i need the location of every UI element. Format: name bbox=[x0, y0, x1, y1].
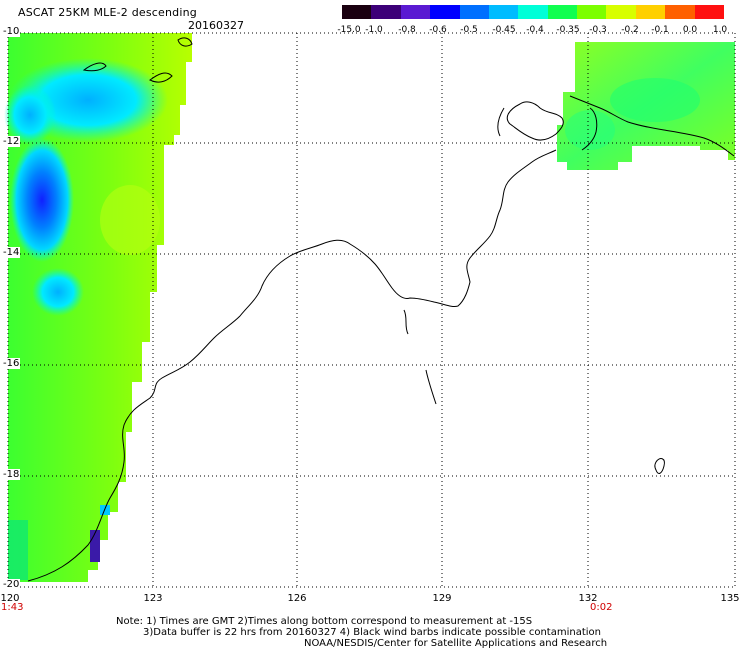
lon-label-129e: 129 bbox=[432, 593, 452, 604]
scale-label-9: -0.2 bbox=[621, 25, 639, 35]
lon-label-126e: 126 bbox=[287, 593, 307, 604]
scale-label-3: -0.6 bbox=[429, 25, 447, 35]
lat-label-14s: -14 bbox=[2, 247, 21, 258]
color-scale-segment bbox=[342, 5, 372, 19]
color-scale-segment bbox=[577, 5, 607, 19]
note-line-1: Note: 1) Times are GMT 2)Times along bot… bbox=[116, 616, 533, 627]
lat-lon-grid bbox=[7, 32, 736, 588]
northeast-swath bbox=[557, 42, 735, 170]
color-scale-segment bbox=[694, 5, 724, 19]
scale-label-4: -0.5 bbox=[460, 25, 478, 35]
scale-label-12: 1.0 bbox=[712, 25, 728, 35]
scale-label-8: -0.3 bbox=[589, 25, 607, 35]
scale-label-7: -0.35 bbox=[556, 25, 580, 35]
map-date: 20160327 bbox=[188, 19, 244, 32]
color-scale-segment bbox=[371, 5, 401, 19]
lon-label-135e: 135 bbox=[720, 593, 740, 604]
scale-label-10: -0.1 bbox=[651, 25, 669, 35]
color-scale-segment bbox=[459, 5, 489, 19]
note-line-3: NOAA/NESDIS/Center for Satellite Applica… bbox=[304, 638, 608, 649]
color-scale-segment bbox=[635, 5, 666, 19]
lat-label-20s: -20 bbox=[2, 579, 21, 590]
scale-label-6: -0.4 bbox=[526, 25, 544, 35]
lon-label-132e: 132 bbox=[578, 593, 598, 604]
lat-label-18s: -18 bbox=[2, 469, 21, 480]
pass-time-west: 1:43 bbox=[1, 602, 24, 613]
lon-label-123e: 123 bbox=[143, 593, 163, 604]
west-swath bbox=[4, 33, 192, 582]
color-scale-segment bbox=[430, 5, 460, 19]
scale-label-5: -0.45 bbox=[492, 25, 516, 35]
color-scale-segment bbox=[400, 5, 431, 19]
color-scale-segment bbox=[665, 5, 695, 19]
pass-time-east: 0:02 bbox=[590, 602, 613, 613]
note-line-2: 3)Data buffer is 22 hrs from 20160327 4)… bbox=[143, 627, 601, 638]
color-scale-segment bbox=[488, 5, 519, 19]
lat-label-12s: -12 bbox=[2, 136, 21, 147]
map-title: ASCAT 25KM MLE-2 descending bbox=[18, 6, 197, 19]
color-scale-segment bbox=[606, 5, 636, 19]
scale-label-0: -15.0 bbox=[337, 25, 361, 35]
coastline bbox=[27, 37, 735, 582]
lon-label-120e: 120 bbox=[0, 593, 20, 604]
lat-label-16s: -16 bbox=[2, 358, 21, 369]
scale-label-11: 0.0 bbox=[682, 25, 698, 35]
lat-label-10s: -10 bbox=[2, 26, 21, 37]
color-scale-segment bbox=[518, 5, 548, 19]
scale-label-1: -1.0 bbox=[365, 25, 383, 35]
color-scale-segment bbox=[547, 5, 577, 19]
color-scale-bar bbox=[342, 5, 724, 19]
scale-label-2: -0.8 bbox=[398, 25, 416, 35]
